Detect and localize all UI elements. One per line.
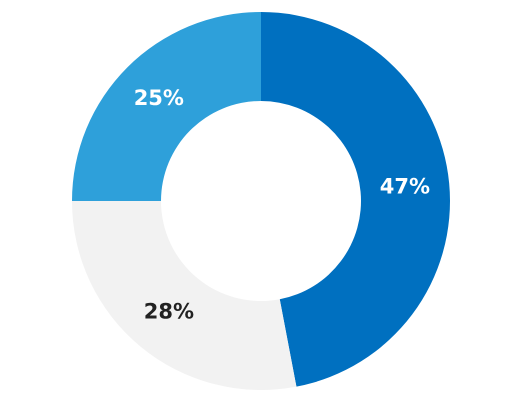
slice xyxy=(261,12,450,387)
slice xyxy=(72,12,261,201)
data-label: 47% xyxy=(380,174,430,198)
data-label: 28% xyxy=(144,299,194,323)
data-label: 25% xyxy=(134,86,184,110)
slice xyxy=(72,201,297,391)
